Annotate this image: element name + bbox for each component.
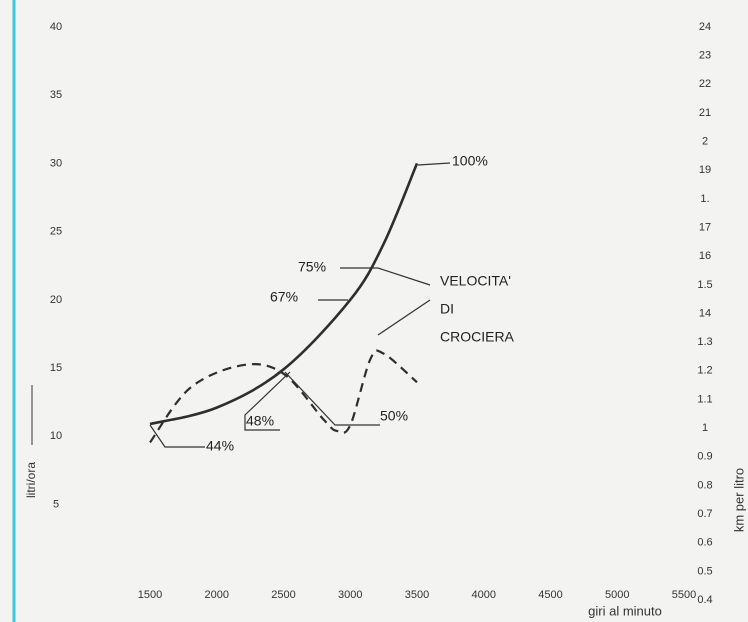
y2-tick-label: 2 [702,136,708,148]
y-tick-label: 10 [50,430,62,442]
y-tick-label: 35 [50,89,62,101]
y2-tick-label: 0.8 [697,479,712,491]
y2-tick-label: 0.9 [697,451,712,463]
x-tick-label: 5500 [672,589,696,601]
y2-tick-label: 1.1 [697,393,712,405]
y2-tick-label: 1 [702,422,708,434]
y2-tick-label: 0.6 [697,537,712,549]
y2-tick-label: 1.5 [697,279,712,291]
y2-tick-label: 22 [699,78,711,90]
y-tick-label: 30 [50,157,62,169]
y-axis-label: litri/ora [24,462,38,498]
y2-tick-label: 1.3 [697,336,712,348]
x-axis-label: giri al minuto [588,603,662,618]
y-tick-label: 40 [50,21,62,33]
y2-tick-label: 24 [699,21,711,33]
annotation: VELOCITA' [440,273,511,289]
y-tick-label: 25 [50,226,62,238]
y2-tick-label: 1. [700,193,709,205]
y2-tick-label: 23 [699,50,711,62]
y2-tick-label: 0.4 [697,594,712,606]
y2-tick-label: 1.2 [697,365,712,377]
line [149,162,419,426]
y2-tick-label: 19 [699,164,711,176]
x-tick-label: 3500 [405,589,429,601]
x-tick-label: 4000 [472,589,496,601]
annotation: 50% [380,408,408,424]
y2-tick-label: 0.7 [697,508,712,520]
y2-tick-label: 0.5 [697,565,712,577]
annotation: 67% [270,289,298,305]
x-tick-label: 4500 [538,589,562,601]
x-tick-label: 3000 [338,589,362,601]
x-tick-label: 2000 [205,589,229,601]
annotation: DI [440,301,454,317]
y-tick-label: 5 [53,498,59,510]
annotation: 75% [298,259,326,275]
x-tick-label: 5000 [605,589,629,601]
annotation: 100% [452,153,488,169]
x-tick-label: 2500 [271,589,295,601]
annotation: CROCIERA [440,329,515,345]
leaders [149,162,451,448]
y2-tick-label: 16 [699,250,711,262]
x-tick-label: 1500 [138,589,162,601]
y2-tick-label: 21 [699,107,711,119]
y2-axis-label: km per litro [731,468,746,532]
line [149,349,418,444]
annotation: 44% [206,438,234,454]
y-tick-label: 20 [50,294,62,306]
y-tick-label: 15 [50,362,62,374]
y2-tick-label: 17 [699,221,711,233]
annotation: 48% [246,413,274,429]
y2-tick-label: 14 [699,307,711,319]
